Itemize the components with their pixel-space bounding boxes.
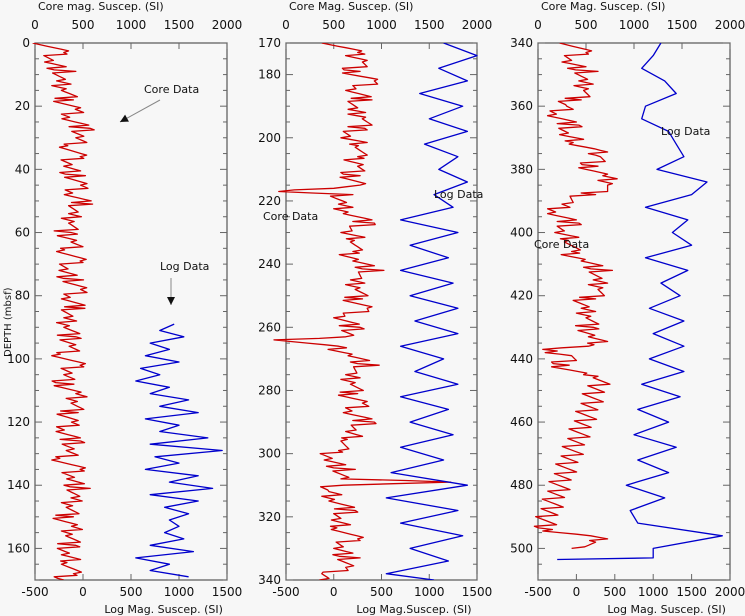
right-bottom-tick-label: 1500 bbox=[676, 585, 707, 599]
right-bottom-tick-label: -500 bbox=[524, 585, 551, 599]
left-top-tick-label: 2000 bbox=[212, 18, 243, 32]
left-y-tick-label: 160 bbox=[7, 541, 30, 555]
left-y-tick-label: 80 bbox=[15, 289, 30, 303]
left-y-tick-label: 40 bbox=[15, 162, 30, 176]
right-top-tick-label: 0 bbox=[534, 18, 542, 32]
middle-y-tick-label: 170 bbox=[258, 36, 281, 50]
right-top-axis-title: Core Mag. Suscep. (SI) bbox=[541, 0, 665, 13]
left-bottom-tick-label: 1500 bbox=[212, 585, 243, 599]
middle-top-tick-label: 0 bbox=[282, 18, 290, 32]
left-y-tick-label: 20 bbox=[15, 99, 30, 113]
left-annotation-arrowhead-icon bbox=[167, 297, 175, 305]
right-series-log-data bbox=[557, 43, 723, 561]
middle-series-log-data bbox=[385, 43, 478, 580]
middle-y-tick-label: 280 bbox=[258, 383, 281, 397]
right-bottom-tick-label: 2000 bbox=[715, 585, 745, 599]
right-y-tick-label: 500 bbox=[510, 541, 533, 555]
middle-top-tick-label: 1000 bbox=[366, 18, 397, 32]
left-series-log-data bbox=[135, 323, 223, 578]
right-top-tick-label: 1000 bbox=[619, 18, 650, 32]
middle-y-tick-label: 260 bbox=[258, 320, 281, 334]
middle-bottom-tick-label: 1500 bbox=[462, 585, 493, 599]
left-y-tick-label: 60 bbox=[15, 226, 30, 240]
middle-series-core-data bbox=[273, 43, 452, 580]
right-y-tick-label: 360 bbox=[510, 99, 533, 113]
left-series-core-data bbox=[32, 43, 95, 580]
middle-top-axis-title: Core Mag. Suscep. (SI) bbox=[289, 0, 413, 13]
left-top-tick-label: 0 bbox=[31, 18, 39, 32]
left-annotation-log-data: Log Data bbox=[160, 260, 209, 273]
right-y-tick-label: 340 bbox=[510, 36, 533, 50]
left-y-tick-label: 100 bbox=[7, 352, 30, 366]
right-y-tick-label: 440 bbox=[510, 352, 533, 366]
middle-y-tick-label: 200 bbox=[258, 131, 281, 145]
middle-bottom-tick-label: 500 bbox=[370, 585, 393, 599]
middle-top-tick-label: 1500 bbox=[414, 18, 445, 32]
right-top-tick-label: 1500 bbox=[667, 18, 698, 32]
middle-bottom-tick-label: -500 bbox=[272, 585, 299, 599]
middle-y-tick-label: 340 bbox=[258, 573, 281, 587]
left-y-tick-label: 0 bbox=[22, 36, 30, 50]
left-bottom-tick-label: -500 bbox=[21, 585, 48, 599]
right-series-core-data bbox=[533, 43, 618, 550]
left-annotation-arrowhead-icon bbox=[120, 114, 129, 122]
middle-annotation-core-data: Core Data bbox=[263, 210, 318, 223]
middle-top-tick-label: 2000 bbox=[462, 18, 493, 32]
left-y-tick-label: 120 bbox=[7, 415, 30, 429]
right-y-tick-label: 480 bbox=[510, 478, 533, 492]
right-annotation-log-data: Log Data bbox=[661, 125, 710, 138]
right-bottom-tick-label: 500 bbox=[603, 585, 626, 599]
left-annotation-core-data: Core Data bbox=[144, 83, 199, 96]
right-y-tick-label: 420 bbox=[510, 289, 533, 303]
right-bottom-tick-label: 0 bbox=[573, 585, 581, 599]
right-y-tick-label: 460 bbox=[510, 415, 533, 429]
right-top-tick-label: 500 bbox=[575, 18, 598, 32]
middle-y-tick-label: 320 bbox=[258, 510, 281, 524]
middle-y-tick-label: 220 bbox=[258, 194, 281, 208]
right-annotation-core-data: Core Data bbox=[534, 238, 589, 251]
left-y-tick-label: 140 bbox=[7, 478, 30, 492]
middle-top-tick-label: 500 bbox=[322, 18, 345, 32]
right-plot-frame bbox=[537, 42, 731, 581]
middle-bottom-tick-label: 1000 bbox=[414, 585, 445, 599]
right-y-tick-label: 380 bbox=[510, 162, 533, 176]
middle-y-tick-label: 240 bbox=[258, 257, 281, 271]
middle-y-tick-label: 300 bbox=[258, 447, 281, 461]
left-bottom-axis-title: Log Mag. Suscep. (SI) bbox=[104, 603, 223, 616]
middle-y-tick-label: 180 bbox=[258, 68, 281, 82]
left-top-tick-label: 500 bbox=[72, 18, 95, 32]
right-bottom-tick-label: 1000 bbox=[638, 585, 669, 599]
left-bottom-tick-label: 0 bbox=[79, 585, 87, 599]
middle-bottom-tick-label: 0 bbox=[330, 585, 338, 599]
middle-bottom-axis-title: Log Mag.Suscep. (SI) bbox=[356, 603, 471, 616]
left-top-axis-title: Core mag. Suscep. (SI) bbox=[38, 0, 164, 13]
left-top-tick-label: 1000 bbox=[116, 18, 147, 32]
left-top-tick-label: 1500 bbox=[164, 18, 195, 32]
left-y-axis-title: DEPTH (mbsf) bbox=[3, 287, 14, 357]
right-top-tick-label: 2000 bbox=[715, 18, 745, 32]
left-bottom-tick-label: 1000 bbox=[164, 585, 195, 599]
right-bottom-axis-title: Log Mag. Suscep. (SI) bbox=[607, 603, 726, 616]
left-bottom-tick-label: 500 bbox=[120, 585, 143, 599]
right-y-tick-label: 400 bbox=[510, 226, 533, 240]
middle-annotation-log-data: Log Data bbox=[434, 188, 483, 201]
